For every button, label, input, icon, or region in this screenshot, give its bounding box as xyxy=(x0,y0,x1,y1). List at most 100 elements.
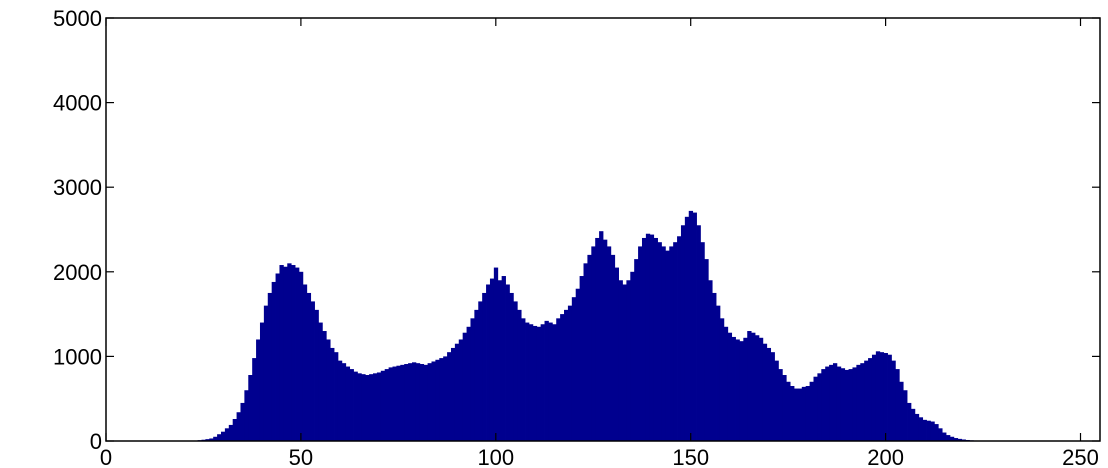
histogram-bar xyxy=(813,376,818,441)
histogram-bar xyxy=(521,318,526,441)
histogram-bar xyxy=(790,386,795,441)
histogram-bar xyxy=(614,267,619,441)
histogram-bar xyxy=(610,254,616,441)
histogram-bar xyxy=(774,360,779,441)
histogram-bar xyxy=(275,273,280,441)
histogram-bar xyxy=(287,263,292,441)
histogram-bar xyxy=(696,225,701,441)
histogram-bar xyxy=(244,390,249,441)
histogram-bar xyxy=(556,318,561,441)
histogram-bar xyxy=(595,237,600,441)
histogram-bar xyxy=(486,284,491,441)
histogram-bar xyxy=(797,388,803,441)
histogram-bar xyxy=(860,363,865,441)
histogram-bar xyxy=(606,246,612,441)
histogram-bar xyxy=(895,369,900,441)
histogram-bar xyxy=(957,438,963,441)
histogram-bar xyxy=(618,280,623,441)
histogram-bar xyxy=(357,373,362,441)
histogram-bar xyxy=(638,246,643,441)
histogram-bar xyxy=(205,439,210,441)
histogram-bar xyxy=(361,374,366,441)
histogram-bar xyxy=(622,284,627,441)
histogram-bar xyxy=(564,309,569,441)
histogram-bar xyxy=(856,364,861,441)
histogram-bar xyxy=(435,359,440,441)
histogram-bar xyxy=(298,271,304,441)
y-tick-label: 1000 xyxy=(53,344,102,369)
histogram-bar xyxy=(922,419,927,441)
histogram-bar xyxy=(392,366,397,441)
histogram-bar xyxy=(712,292,717,441)
histogram-bar xyxy=(279,265,284,441)
histogram-bar xyxy=(384,369,390,441)
histogram-bar xyxy=(560,314,565,441)
histogram-bar xyxy=(224,428,230,441)
y-tick-label: 5000 xyxy=(53,6,102,31)
histogram-bar xyxy=(302,284,308,441)
histogram-bar xyxy=(271,281,276,441)
histogram-bar xyxy=(423,364,428,441)
histogram-bar xyxy=(462,332,467,441)
histogram-bar xyxy=(758,337,764,441)
histogram-bar xyxy=(871,354,877,441)
histogram-bar xyxy=(283,266,288,441)
histogram-bar xyxy=(544,320,549,441)
histogram-bar xyxy=(794,388,799,441)
y-tick-label: 3000 xyxy=(53,175,102,200)
histogram-bar xyxy=(501,276,506,441)
histogram-bar xyxy=(825,366,830,441)
histogram-bar xyxy=(704,259,709,441)
histogram-bar xyxy=(727,332,733,441)
histogram-bar xyxy=(716,305,721,441)
histogram-bar xyxy=(431,361,436,441)
histogram-bar xyxy=(489,278,495,441)
histogram-bar xyxy=(314,309,319,441)
x-tick-label: 150 xyxy=(672,445,709,468)
histogram-bar xyxy=(353,371,358,441)
histogram-bar xyxy=(731,336,736,441)
histogram-bar xyxy=(649,234,655,441)
histogram-bar xyxy=(256,339,261,441)
histogram-bar xyxy=(404,364,409,441)
histogram-bar xyxy=(341,363,347,441)
histogram-bar xyxy=(295,267,300,441)
x-axis: 0 50 100 150 200 250 xyxy=(100,18,1099,468)
histogram-bar xyxy=(739,341,744,441)
histogram-bar xyxy=(844,369,849,441)
histogram-bar xyxy=(408,363,413,441)
histogram-bar xyxy=(497,280,503,441)
histogram-bar xyxy=(809,381,814,441)
histogram-bar xyxy=(388,367,393,441)
histogram-bar xyxy=(930,421,935,441)
histogram-bar xyxy=(657,242,662,441)
histogram-bar xyxy=(540,324,545,441)
histogram-bar xyxy=(396,365,401,441)
histogram-bar xyxy=(583,263,588,441)
histogram-bar xyxy=(926,420,931,441)
histogram-bar xyxy=(466,326,471,441)
histogram-bar xyxy=(587,254,592,441)
histogram-bar xyxy=(326,339,331,441)
y-tick-label: 0 xyxy=(90,429,102,454)
histogram-bar xyxy=(217,434,222,441)
histogram-bar xyxy=(349,369,354,441)
histogram-bar xyxy=(415,363,421,441)
histogram-bar xyxy=(532,325,538,441)
histogram-bar xyxy=(832,363,838,441)
histogram-bar xyxy=(454,343,460,441)
histogram-bar xyxy=(786,381,791,441)
histogram-bar xyxy=(330,347,335,441)
histogram-bar xyxy=(505,284,510,441)
histogram-bar xyxy=(723,326,729,441)
histogram-bar xyxy=(868,358,873,441)
histogram-bar xyxy=(669,246,674,441)
histogram-bar xyxy=(645,233,651,441)
histogram-bar xyxy=(232,419,237,441)
histogram-bar xyxy=(470,318,475,441)
histogram-bar xyxy=(412,362,417,441)
y-axis: 0 1000 2000 3000 4000 5000 xyxy=(53,6,1100,454)
histogram-bar xyxy=(579,276,584,441)
histogram-bars xyxy=(193,210,1040,441)
histogram-bar xyxy=(661,246,666,441)
